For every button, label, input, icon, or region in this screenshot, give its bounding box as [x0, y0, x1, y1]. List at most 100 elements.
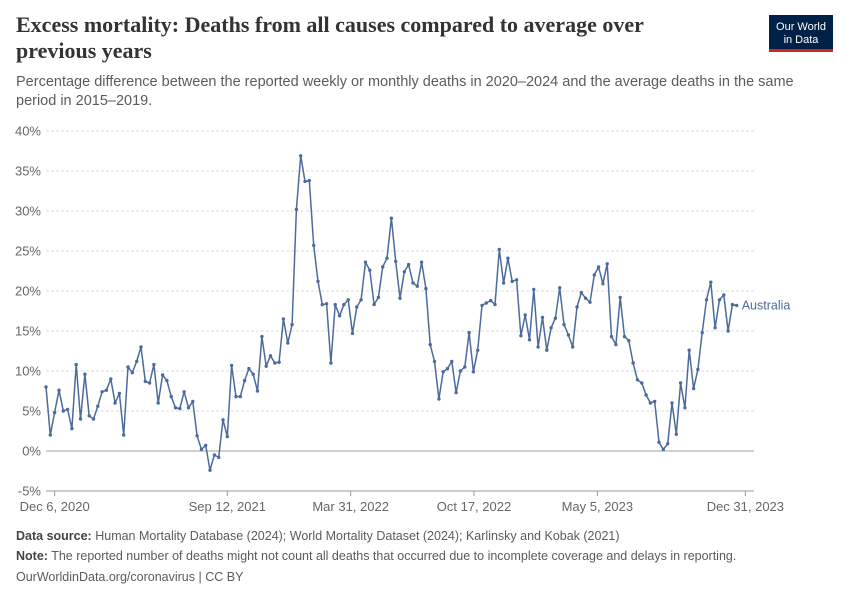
data-point: [536, 345, 540, 349]
data-point: [359, 298, 363, 302]
series-line-australia: [45, 155, 737, 471]
data-point: [74, 362, 78, 367]
data-point: [683, 406, 687, 410]
data-point: [450, 359, 454, 364]
data-point: [424, 286, 428, 291]
data-point: [480, 303, 484, 308]
source-url[interactable]: OurWorldinData.org/coronavirus | CC BY: [16, 570, 244, 584]
data-point: [700, 330, 704, 335]
data-point: [471, 370, 476, 374]
x-tick-label: Mar 31, 2022: [312, 499, 389, 514]
logo-line-1: Our World: [776, 21, 826, 33]
x-tick-label: Dec 6, 2020: [20, 499, 90, 514]
data-point: [549, 326, 553, 330]
data-point: [437, 397, 441, 401]
data-point: [126, 365, 130, 369]
data-point: [242, 378, 247, 383]
chart-subtitle: Percentage difference between the report…: [16, 74, 794, 109]
data-point: [173, 406, 178, 410]
data-point: [260, 334, 264, 339]
data-point: [355, 305, 359, 309]
data-point: [406, 262, 411, 267]
data-point: [277, 360, 281, 364]
data-point: [78, 417, 83, 421]
data-point: [307, 178, 311, 183]
data-point: [579, 290, 583, 295]
x-tick-label: Oct 17, 2022: [437, 499, 511, 514]
data-point: [229, 363, 234, 368]
data-point: [87, 414, 91, 418]
chart-area[interactable]: -5% 0% 5% 10% 15% 20% 25% 30% 35% 40% Dec 6, 2020 S…: [0, 118, 850, 518]
data-point: [713, 326, 717, 330]
data-point: [415, 284, 419, 288]
data-point: [601, 282, 605, 286]
data-point: [501, 281, 506, 285]
data-point: [372, 302, 376, 307]
data-point: [104, 388, 109, 392]
data-source-label: Data source:: [16, 529, 92, 543]
y-tick-label: 5%: [22, 404, 41, 419]
data-point: [281, 317, 286, 321]
data-point: [631, 361, 635, 365]
data-point: [489, 298, 493, 303]
y-tick-label: 40%: [15, 124, 41, 139]
data-point: [117, 391, 122, 396]
data-point: [545, 348, 549, 352]
data-point: [696, 367, 700, 372]
data-point: [540, 315, 545, 320]
data-point: [350, 331, 355, 336]
data-point: [553, 316, 558, 320]
data-point: [670, 401, 674, 405]
x-tick-label: May 5, 2023: [562, 499, 634, 514]
data-point: [674, 432, 678, 436]
data-point: [169, 394, 173, 399]
data-point: [83, 372, 87, 376]
data-point: [605, 262, 609, 266]
data-point: [463, 365, 467, 369]
data-point: [96, 404, 100, 408]
data-point: [704, 298, 709, 302]
data-point: [657, 440, 661, 444]
data-point: [402, 270, 406, 274]
data-point: [160, 373, 165, 377]
data-point: [294, 207, 299, 212]
data-point: [320, 302, 324, 307]
data-point: [514, 278, 519, 282]
owid-logo[interactable]: Our World in Data: [769, 15, 833, 52]
x-tick-label: Sep 12, 2021: [189, 499, 266, 514]
data-point: [182, 390, 186, 394]
data-point: [432, 359, 437, 364]
data-source-line: Data source: Human Mortality Database (2…: [16, 528, 836, 544]
data-source-text: Human Mortality Database (2024); World M…: [95, 529, 620, 543]
note-label: Note:: [16, 549, 48, 563]
data-point: [61, 409, 65, 413]
data-point: [648, 401, 653, 405]
data-point: [44, 385, 48, 389]
note-text: The reported number of deaths might not …: [51, 549, 737, 563]
x-tick-label: Dec 31, 2023: [707, 499, 784, 514]
data-point: [454, 390, 458, 395]
data-point: [644, 393, 648, 397]
data-point: [100, 390, 104, 394]
data-point: [726, 329, 730, 333]
data-point: [234, 394, 238, 399]
data-point: [691, 386, 696, 391]
data-point: [65, 407, 70, 412]
data-point: [122, 433, 126, 437]
data-point: [91, 417, 96, 421]
y-tick-label: 10%: [15, 364, 41, 379]
data-point: [165, 378, 169, 383]
data-point: [186, 406, 191, 410]
chart-title: Excess mortality: Deaths from all causes…: [16, 12, 644, 63]
data-point: [614, 342, 618, 347]
data-point: [57, 388, 61, 392]
data-point: [428, 342, 432, 347]
data-point: [687, 348, 691, 352]
data-point: [286, 341, 290, 345]
logo-line-2: in Data: [783, 33, 819, 46]
data-point: [139, 345, 143, 349]
data-point: [588, 300, 592, 304]
data-point: [316, 279, 320, 284]
data-point: [722, 293, 726, 297]
data-point: [299, 154, 303, 158]
